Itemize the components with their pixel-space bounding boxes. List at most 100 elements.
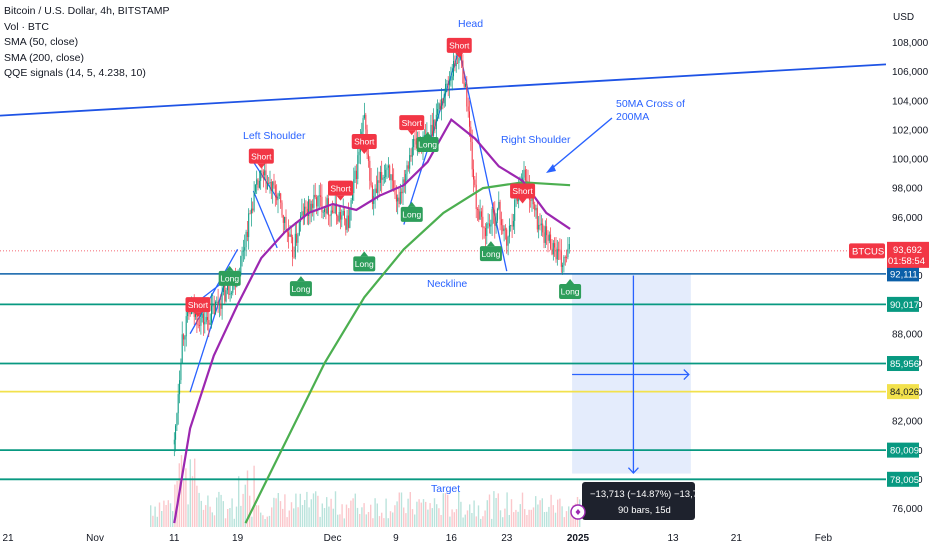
candle-body [183, 334, 185, 340]
time-tick-label: 13 [667, 533, 679, 544]
head-label: Head [458, 18, 483, 30]
candle-body [407, 165, 409, 169]
volume-bar [524, 509, 526, 527]
candle-body [560, 251, 562, 267]
candle-body [348, 215, 349, 228]
level-tag-bg [887, 471, 919, 487]
candle-body [203, 313, 204, 325]
badge-bg [185, 297, 211, 313]
short-signal-badge: Short [248, 148, 274, 169]
volume-bar [433, 498, 436, 527]
legend-volume[interactable]: Vol · BTC [4, 20, 49, 33]
candle-body [212, 305, 214, 307]
candle-body [284, 217, 286, 223]
volume-bar [244, 484, 246, 527]
badge-pointer [423, 131, 432, 137]
currency-label[interactable]: USD [893, 12, 914, 23]
candle-body [285, 217, 287, 230]
candle-body [532, 198, 534, 205]
candle-body [354, 170, 356, 180]
volume-bar [326, 497, 328, 527]
candle-body [489, 223, 490, 227]
candle-body [430, 124, 432, 136]
volume-bar [499, 510, 502, 527]
candle-body [308, 199, 310, 216]
volume-bar [508, 515, 510, 527]
legend-qqe[interactable]: QQE signals (14, 5, 4.238, 10) [4, 67, 146, 79]
candle-body [333, 212, 335, 214]
volume-bar [403, 507, 405, 527]
candle-body [556, 249, 558, 260]
candle-body [350, 200, 352, 209]
volume-bars [150, 455, 581, 527]
volume-bar [222, 501, 224, 527]
candle-body [504, 228, 506, 230]
candle-body [478, 209, 480, 220]
candle-body [280, 193, 282, 203]
candle-body [535, 207, 537, 211]
volume-bar [293, 508, 295, 527]
candle-body [216, 301, 218, 303]
candle-body [393, 180, 395, 190]
badge-bg [248, 148, 274, 164]
volume-bar [251, 516, 253, 527]
candle-body [568, 244, 570, 249]
volume-bar [488, 494, 491, 527]
volume-bar [422, 499, 425, 527]
volume-bar [469, 504, 471, 527]
candle-body [180, 362, 182, 381]
candle-body [483, 227, 485, 229]
volume-bar [169, 503, 172, 527]
volume-bar [383, 518, 385, 527]
candle-body [254, 184, 256, 192]
badge-label: Long [481, 249, 500, 259]
candle-body [296, 233, 298, 243]
volume-bar [541, 498, 543, 527]
volume-bar [255, 505, 257, 527]
target-zone-box[interactable] [572, 273, 691, 474]
candle-body [534, 204, 536, 211]
candle-body [336, 203, 337, 216]
candle-body [498, 201, 500, 209]
candle-body [310, 203, 312, 212]
volume-bar [416, 501, 418, 527]
time-tick-label: 19 [232, 533, 244, 544]
candle-body [309, 199, 311, 212]
symbol-title[interactable]: Bitcoin / U.S. Dollar, 4h, BITSTAMP [4, 5, 170, 17]
volume-bar [376, 503, 378, 527]
volume-bar [420, 502, 422, 527]
badge-pointer [257, 163, 266, 169]
candle-body [471, 142, 473, 170]
volume-bar [513, 512, 515, 527]
volume-bar [290, 502, 293, 527]
candle-body [387, 165, 389, 168]
volume-bar [392, 512, 394, 527]
candle-body [232, 283, 234, 293]
badge-pointer [360, 251, 369, 257]
candle-body [469, 111, 470, 127]
volume-bar [332, 508, 334, 527]
candle-body [256, 179, 258, 185]
candle-body [229, 293, 231, 295]
ascending-trendline[interactable] [0, 63, 887, 117]
legend-sma200[interactable]: SMA (200, close) [4, 51, 84, 64]
volume-bar [271, 507, 273, 527]
legend-sma50[interactable]: SMA (50, close) [4, 36, 79, 48]
candle-body [345, 218, 347, 230]
candle-body [175, 425, 177, 440]
candle-body [187, 311, 189, 317]
volume-bar [493, 491, 495, 527]
level-tag-label: 90,017 [890, 300, 919, 311]
candle-body [383, 177, 385, 178]
volume-bar [552, 505, 554, 527]
candle-body [201, 313, 203, 318]
time-axis[interactable]: 21 Nov 11 19 Dec 9 16 23 2025 13 21 Feb [0, 527, 886, 550]
tradingview-logo-icon[interactable] [570, 504, 586, 520]
candle-body [298, 221, 300, 235]
price-tick-label: 76,000 [892, 504, 923, 515]
volume-bar [299, 493, 301, 527]
volume-bar [264, 519, 266, 527]
badge-bg [446, 37, 472, 53]
volume-bar [330, 498, 332, 527]
